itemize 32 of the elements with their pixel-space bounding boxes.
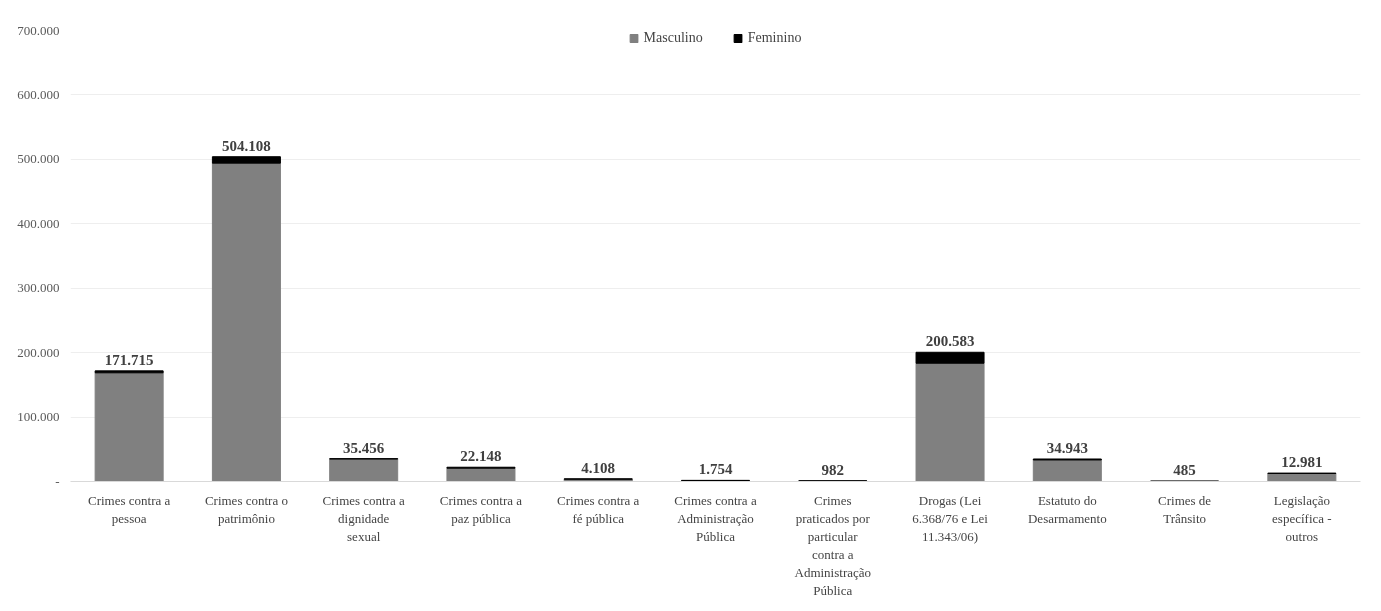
y-tick-label: 500.000: [17, 151, 60, 167]
x-tick-label: Crimes contra o patrimônio: [204, 492, 288, 526]
total-label: 34.943: [1046, 439, 1088, 456]
total-label: 982: [821, 461, 845, 478]
total-label: 12.981: [1281, 454, 1323, 471]
x-tick-label: Crimes contra a Administração Pública: [674, 492, 757, 544]
y-tick-label: 300.000: [17, 280, 60, 296]
x-tick-label: Crimes de Trânsito: [1158, 492, 1212, 526]
y-tick-label: 100.000: [17, 409, 60, 425]
total-label: 22.148: [460, 448, 502, 465]
x-tick-label: Crimes praticados por particular contra a Administração Pública: [794, 492, 872, 598]
x-tick-label: Crimes contra a dignidade sexual: [322, 492, 406, 544]
total-label: 171.715: [104, 351, 154, 368]
x-tick-label: Estatuto do Desarmamento: [1027, 492, 1107, 526]
x-tick-label: Drogas (Lei 6.368/76 e Lei 11.343/06): [912, 492, 989, 544]
y-tick-label: 400.000: [17, 215, 60, 231]
total-label: 35.456: [343, 439, 385, 456]
total-label: 1.754: [698, 461, 733, 478]
y-tick-label: 600.000: [17, 86, 60, 102]
total-label: 504.108: [222, 137, 271, 154]
y-tick-label: 700.000: [17, 22, 60, 38]
x-tick-label: Crimes contra a fé pública: [557, 492, 640, 526]
total-label: 485: [1173, 462, 1196, 479]
total-label: 4.108: [581, 459, 616, 476]
y-tick-label: -: [55, 473, 60, 489]
legend-label: Feminino: [747, 30, 802, 46]
x-tick-label: Crimes contra a pessoa: [87, 492, 171, 526]
y-tick-label: 200.000: [17, 344, 60, 360]
legend-label: Masculino: [643, 30, 703, 46]
x-tick-label: Crimes contra a paz pública: [439, 492, 523, 526]
total-label: 200.583: [925, 333, 975, 350]
x-tick-label: Legislação específica - outros: [1272, 492, 1332, 544]
